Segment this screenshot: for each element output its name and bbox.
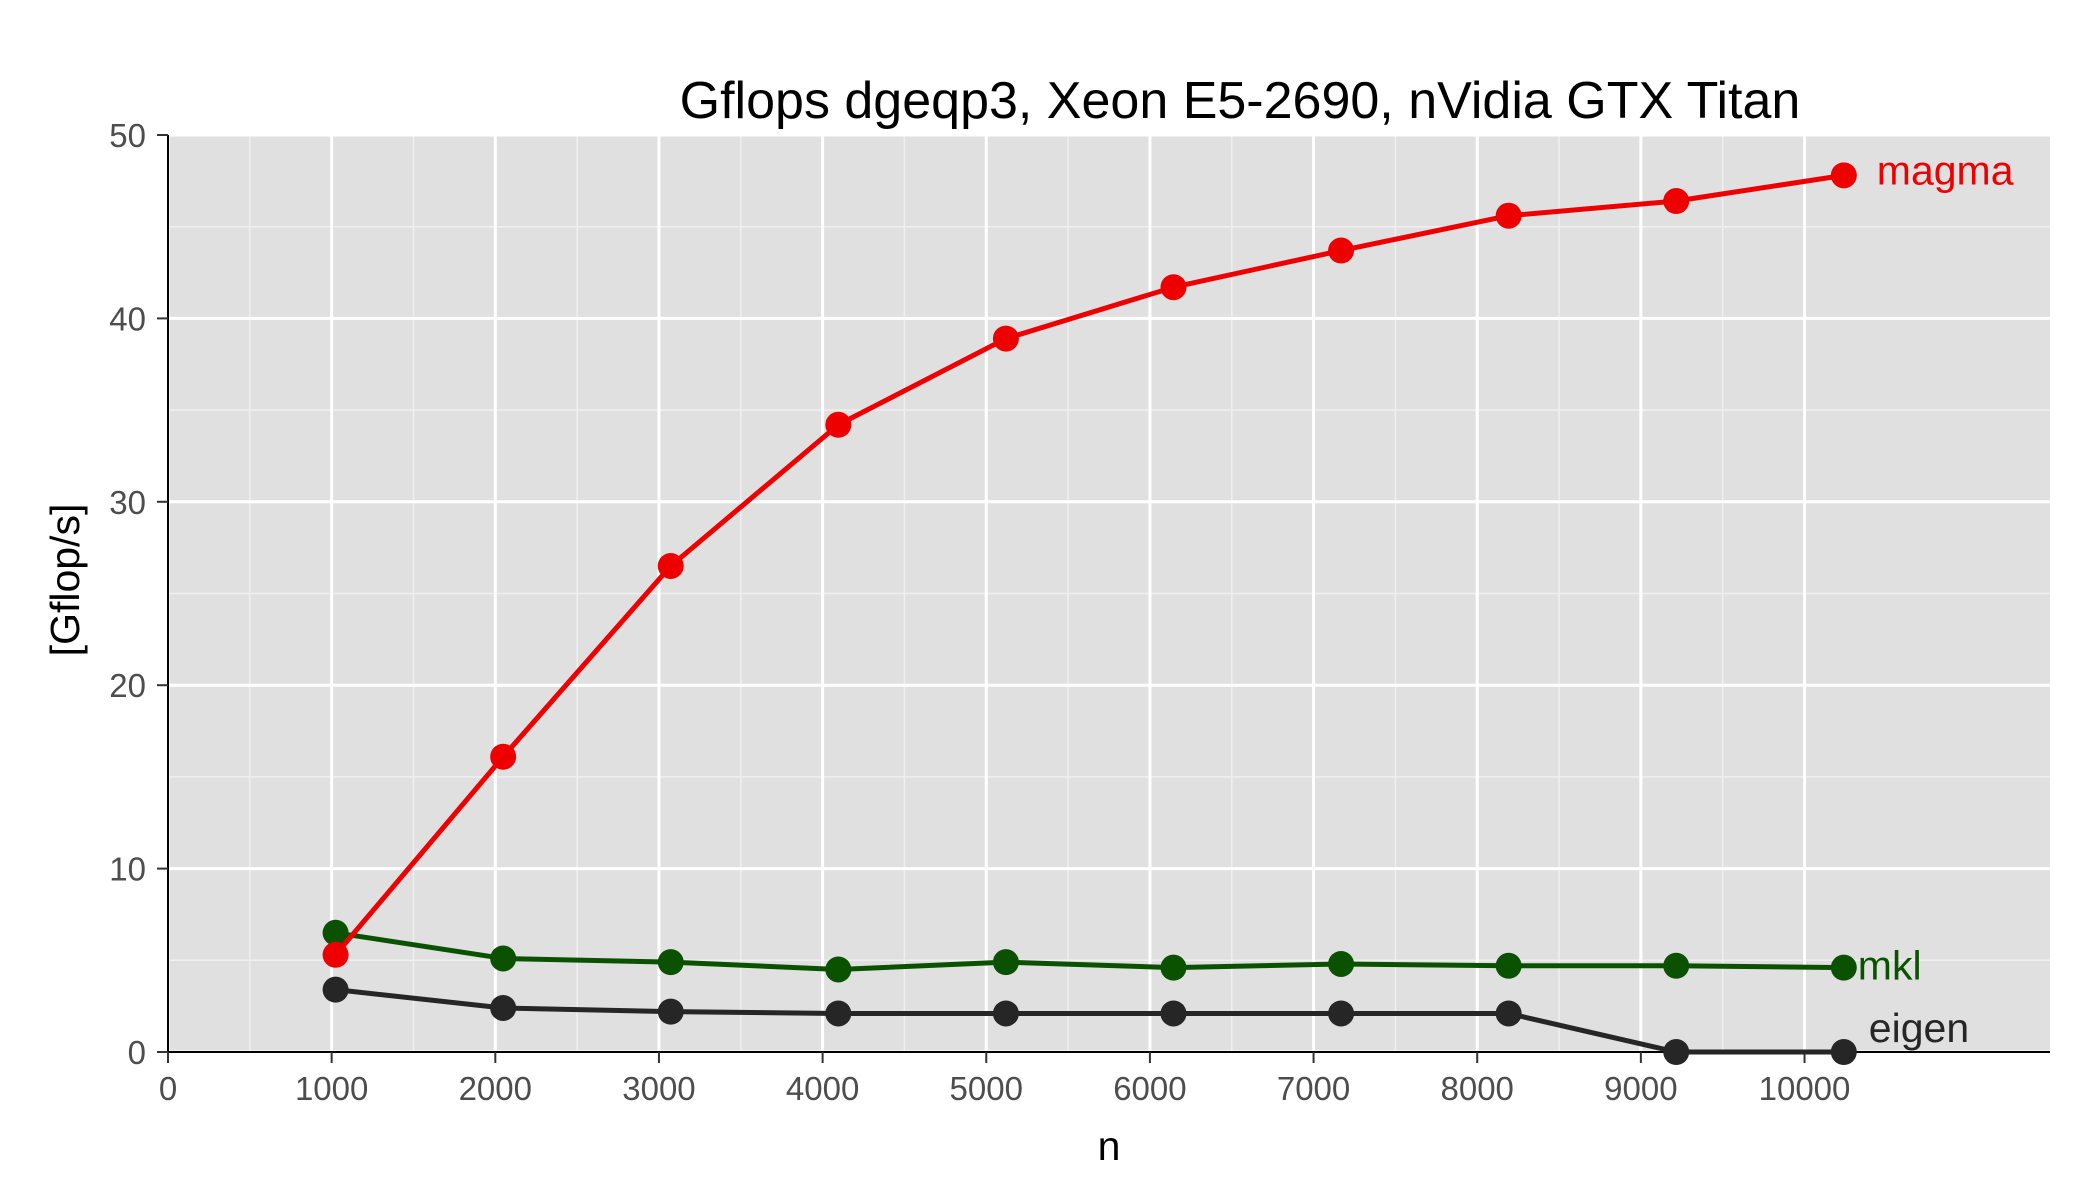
series-magma — [322, 162, 1857, 968]
data-point-magma — [322, 941, 349, 968]
x-tick-label: 2000 — [459, 1070, 532, 1107]
data-point-eigen — [1830, 1039, 1857, 1065]
series-mkl — [322, 919, 1857, 983]
series-layer — [322, 162, 1857, 1065]
data-point-magma — [1160, 274, 1187, 301]
data-point-magma — [992, 325, 1019, 352]
data-point-mkl — [490, 945, 517, 972]
data-point-eigen — [657, 998, 684, 1025]
data-point-eigen — [1663, 1039, 1690, 1065]
data-point-eigen — [1495, 1000, 1522, 1027]
data-point-mkl — [992, 949, 1019, 976]
data-point-mkl — [1830, 954, 1857, 981]
data-point-eigen — [322, 976, 349, 1003]
data-point-eigen — [1160, 1000, 1187, 1027]
x-tick-label: 7000 — [1277, 1070, 1350, 1107]
x-tick-label: 9000 — [1604, 1070, 1677, 1107]
series-label-eigen: eigen — [1869, 1005, 1969, 1051]
data-point-mkl — [1663, 952, 1690, 979]
data-point-eigen — [825, 1000, 852, 1027]
data-point-eigen — [1328, 1000, 1355, 1027]
data-point-mkl — [322, 919, 349, 946]
series-label-magma: magma — [1877, 147, 2014, 193]
series-label-mkl: mkl — [1858, 943, 1922, 989]
data-point-eigen — [992, 1000, 1019, 1027]
data-point-magma — [657, 552, 684, 579]
data-point-mkl — [1160, 954, 1187, 981]
data-point-magma — [1495, 202, 1522, 229]
data-point-mkl — [1328, 950, 1355, 977]
y-tick-label: 20 — [109, 667, 146, 704]
y-tick-label: 10 — [109, 851, 146, 888]
series-line-eigen — [335, 987, 1844, 1055]
x-axis-title: n — [1098, 1123, 1121, 1169]
series-line-mkl — [335, 930, 1844, 972]
data-point-mkl — [1495, 952, 1522, 979]
x-tick-label: 1000 — [295, 1070, 368, 1107]
y-axis-title: [Gflop/s] — [42, 504, 88, 657]
x-tick-label: 6000 — [1113, 1070, 1186, 1107]
axes: 0 1000 2000 3000 4000 5000 6000 7000 8000 9000 100… — [109, 117, 2050, 1107]
data-point-magma — [490, 743, 517, 770]
x-tick-label: 0 — [159, 1070, 177, 1107]
grid-minor — [168, 135, 2050, 1052]
data-point-magma — [1328, 237, 1355, 264]
x-tick-label: 5000 — [950, 1070, 1023, 1107]
series-line-magma — [333, 172, 1845, 957]
data-point-magma — [825, 411, 852, 438]
data-point-mkl — [825, 956, 852, 983]
x-tick-label: 10000 — [1759, 1070, 1851, 1107]
data-point-magma — [1830, 162, 1857, 189]
y-tick-label: 50 — [109, 117, 146, 154]
chart-title: Gflops dgeqp3, Xeon E5-2690, nVidia GTX … — [680, 72, 1801, 130]
data-point-magma — [1663, 188, 1690, 215]
labels-layer: eigen mkl magma — [1858, 147, 2014, 1051]
series-eigen — [322, 976, 1857, 1065]
x-tick-label: 8000 — [1441, 1070, 1514, 1107]
y-tick-label: 30 — [109, 484, 146, 521]
x-tick-label: 3000 — [622, 1070, 695, 1107]
data-point-mkl — [657, 949, 684, 976]
y-tick-label: 40 — [109, 300, 146, 337]
x-tick-label: 4000 — [786, 1070, 859, 1107]
y-tick-label: 0 — [128, 1034, 146, 1071]
data-point-eigen — [490, 994, 517, 1021]
